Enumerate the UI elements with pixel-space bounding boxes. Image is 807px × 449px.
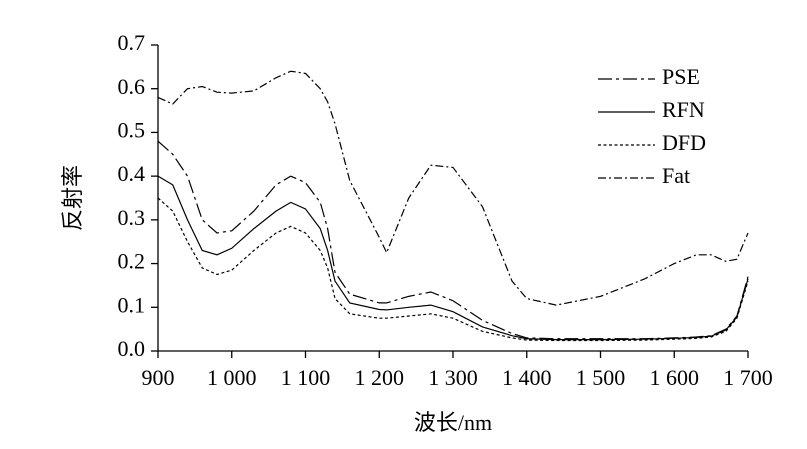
x-tick-label: 900: [142, 365, 175, 390]
y-tick-label: 0.6: [118, 74, 146, 99]
x-tick-label: 1 400: [502, 365, 552, 390]
x-tick-label: 1 500: [576, 365, 626, 390]
y-tick-label: 0.2: [118, 249, 146, 274]
x-tick-label: 1 200: [355, 365, 405, 390]
legend-label: PSE: [662, 64, 700, 89]
legend-label: DFD: [662, 130, 706, 155]
legend-label: RFN: [662, 97, 705, 122]
x-tick-label: 1 600: [650, 365, 700, 390]
y-tick-label: 0.0: [118, 336, 146, 361]
x-tick-label: 1 100: [281, 365, 331, 390]
y-tick-label: 0.4: [118, 161, 146, 186]
series-line: [157, 140, 749, 340]
x-tick-label: 1 300: [428, 365, 478, 390]
legend-label: Fat: [662, 163, 690, 188]
x-tick-label: 1 700: [723, 365, 773, 390]
y-tick-label: 0.1: [118, 292, 146, 317]
x-axis-label: 波长/nm: [414, 410, 492, 435]
series-line: [157, 175, 749, 341]
series-line: [157, 197, 749, 342]
y-tick-label: 0.3: [118, 205, 146, 230]
y-tick-label: 0.5: [118, 117, 146, 142]
y-tick-label: 0.7: [118, 30, 146, 55]
x-tick-label: 1 000: [207, 365, 257, 390]
series-line: [157, 70, 749, 306]
y-axis-label: 反射率: [60, 165, 85, 231]
